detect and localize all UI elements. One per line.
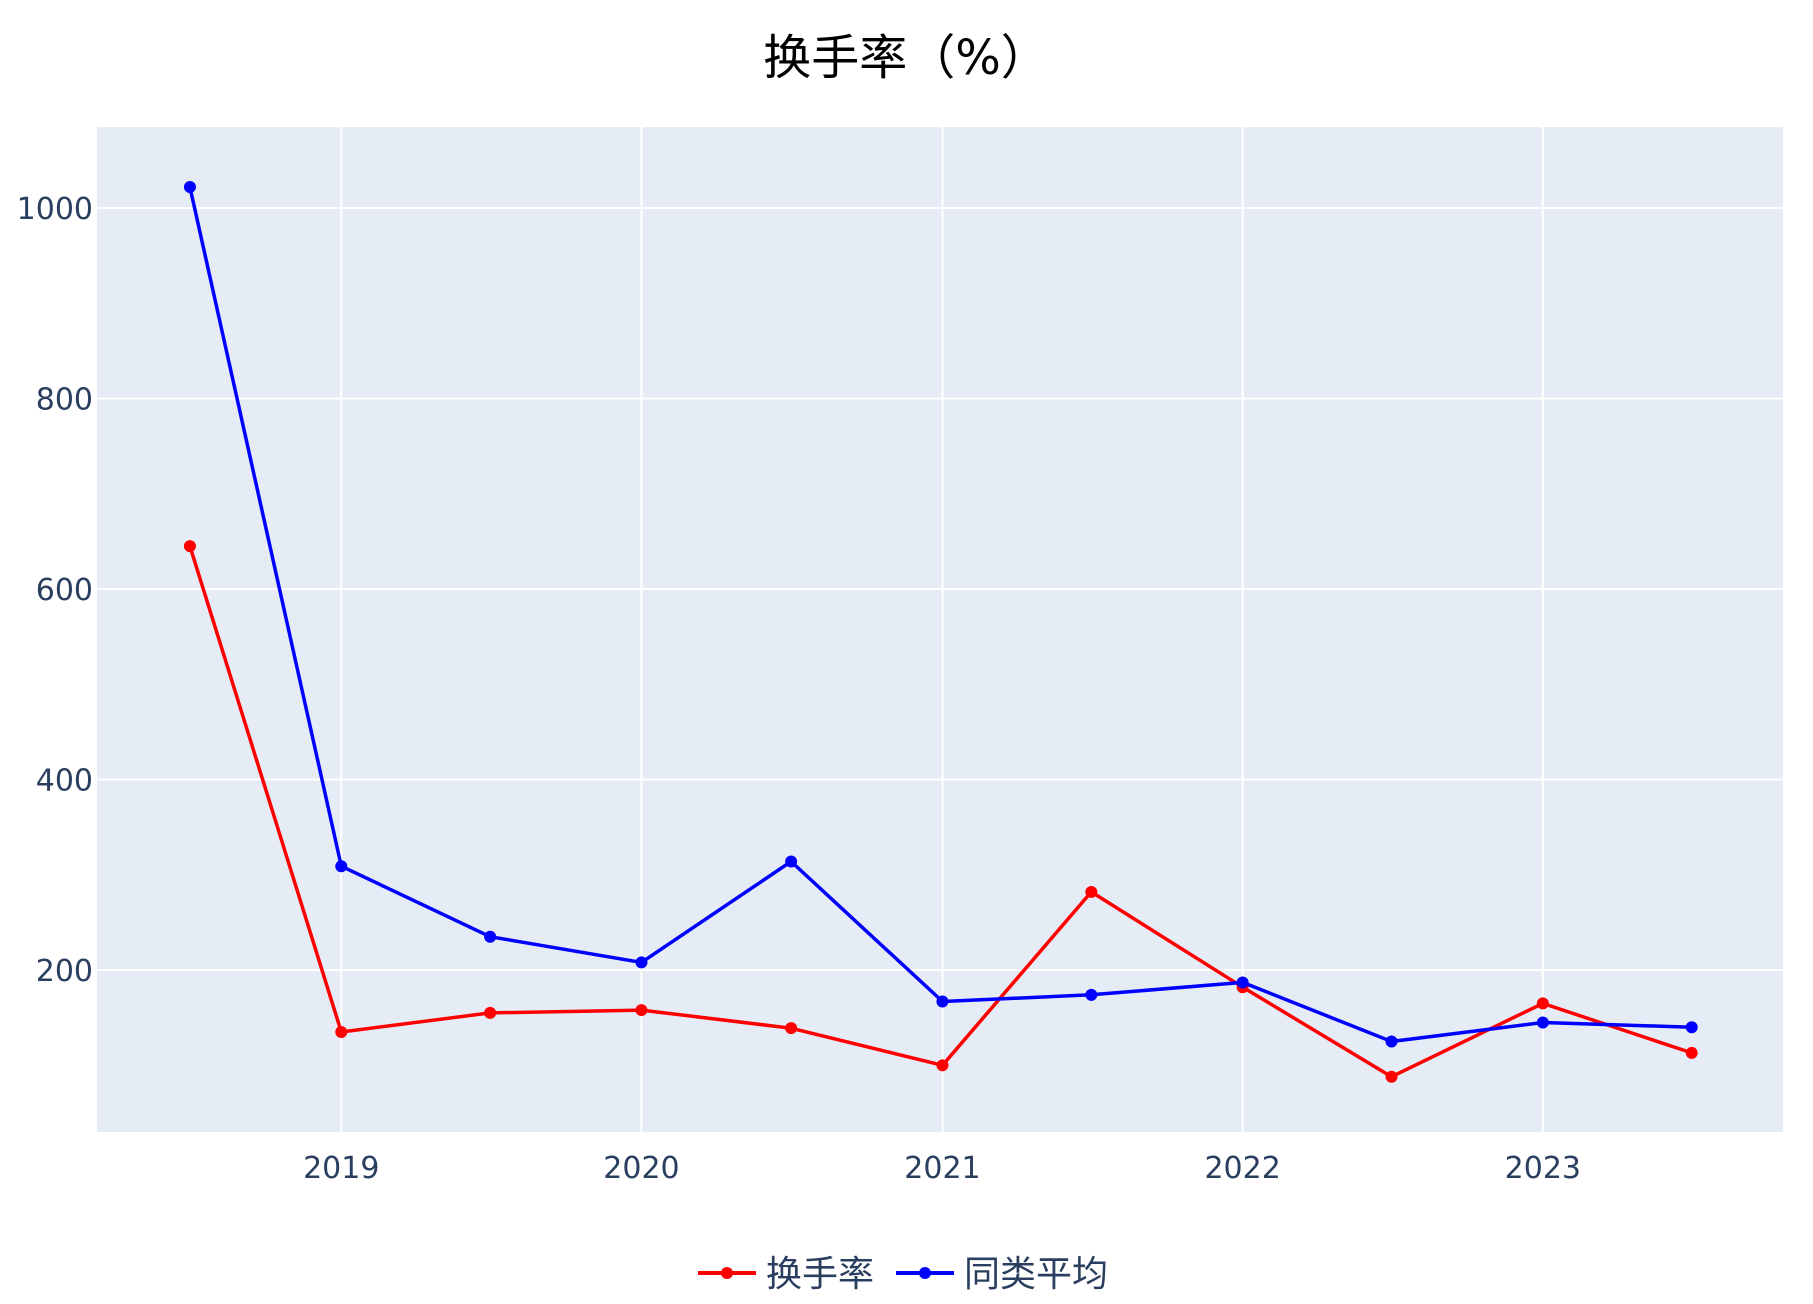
data-point[interactable]	[1685, 1021, 1698, 1034]
gridlines	[97, 127, 1783, 1132]
legend-item[interactable]: 同类平均	[896, 1254, 1108, 1295]
y-tick-label: 1000	[17, 192, 93, 227]
data-point[interactable]	[1536, 1016, 1549, 1029]
data-point[interactable]	[183, 540, 196, 553]
data-point[interactable]	[635, 1004, 648, 1017]
series-1	[183, 540, 1698, 1083]
data-point[interactable]	[1385, 1035, 1398, 1048]
x-tick-label: 2021	[904, 1151, 980, 1186]
y-tick-label: 600	[36, 573, 93, 608]
data-point[interactable]	[1085, 988, 1098, 1001]
data-point[interactable]	[785, 855, 798, 868]
data-point[interactable]	[1385, 1070, 1398, 1083]
data-point[interactable]	[936, 995, 949, 1008]
data-point[interactable]	[335, 860, 348, 873]
legend-item[interactable]: 换手率	[698, 1254, 874, 1295]
data-point[interactable]	[635, 956, 648, 969]
legend-marker-symbol	[919, 1267, 931, 1279]
legend[interactable]: 换手率 同类平均	[698, 1254, 1108, 1295]
axes: 200 400 600 800 1000 2019 2020 2021 2022 2023	[17, 192, 1581, 1186]
y-tick-label: 400	[36, 764, 93, 799]
y-tick-label: 200	[36, 954, 93, 989]
plot-area	[97, 127, 1783, 1132]
x-tick-label: 2020	[603, 1151, 679, 1186]
data-point[interactable]	[335, 1025, 348, 1038]
chart-title: 换手率（%）	[763, 30, 1049, 86]
x-tick-label: 2023	[1505, 1151, 1581, 1186]
data-point[interactable]	[1236, 976, 1249, 989]
data-point[interactable]	[484, 930, 497, 943]
x-tick-label: 2022	[1204, 1151, 1280, 1186]
y-tick-label: 800	[36, 382, 93, 417]
data-point[interactable]	[484, 1006, 497, 1019]
data-point[interactable]	[1536, 997, 1549, 1010]
legend-marker-symbol	[721, 1267, 733, 1279]
data-point[interactable]	[785, 1022, 798, 1035]
legend-label: 同类平均	[964, 1254, 1108, 1295]
data-point[interactable]	[936, 1059, 949, 1072]
series-2	[183, 181, 1698, 1048]
x-tick-label: 2019	[303, 1151, 379, 1186]
data-point[interactable]	[1685, 1046, 1698, 1059]
series	[183, 181, 1698, 1083]
legend-label: 换手率	[766, 1254, 874, 1295]
data-point[interactable]	[183, 181, 196, 194]
data-point[interactable]	[1085, 885, 1098, 898]
